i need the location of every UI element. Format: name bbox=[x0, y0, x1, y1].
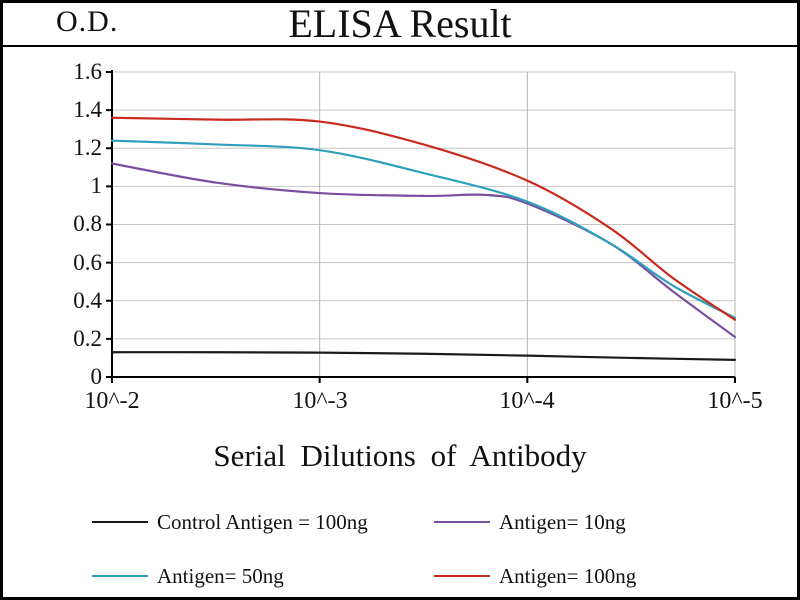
x-axis-title: Serial Dilutions of Antibody bbox=[213, 438, 587, 473]
legend-item-label: Control Antigen = 100ng bbox=[157, 509, 368, 534]
legend-item: Antigen= 50ng bbox=[92, 563, 284, 589]
legend-line-antigen-10ng bbox=[434, 521, 490, 523]
y-axis-tick-label: 1 bbox=[90, 173, 103, 198]
y-axis-tick-label: 0.2 bbox=[73, 326, 102, 351]
y-axis-tick-label: 0.6 bbox=[73, 250, 102, 275]
x-axis-tick-label: 10^-5 bbox=[707, 388, 763, 414]
y-axis-tick-label: 1.2 bbox=[73, 135, 102, 160]
y-axis-tick-label: 1.6 bbox=[73, 59, 102, 84]
y-axis-title: O.D. bbox=[56, 5, 119, 38]
y-axis-tick-label: 1.4 bbox=[73, 97, 102, 122]
legend-line-antigen-50ng bbox=[92, 575, 148, 577]
title-divider bbox=[0, 45, 800, 47]
x-axis-tick-label: 10^-3 bbox=[292, 388, 348, 414]
x-axis-tick-label: 10^-2 bbox=[84, 388, 140, 414]
legend-item-label: Antigen= 50ng bbox=[157, 563, 284, 588]
legend-line-antigen-100ng bbox=[434, 575, 490, 577]
y-axis-tick-label: 0.4 bbox=[73, 288, 102, 313]
y-axis-tick-label: 0.8 bbox=[73, 211, 102, 236]
legend-item-label: Antigen= 10ng bbox=[499, 509, 626, 534]
legend-item: Control Antigen = 100ng bbox=[92, 509, 368, 535]
chart-title: ELISA Result bbox=[288, 1, 512, 46]
legend-item-label: Antigen= 100ng bbox=[499, 563, 637, 588]
y-axis-tick-label: 0 bbox=[90, 364, 103, 389]
legend-line-control-antigen-100ng bbox=[92, 521, 148, 523]
x-axis-tick-label: 10^-4 bbox=[499, 388, 555, 414]
legend-item: Antigen= 100ng bbox=[434, 563, 636, 589]
legend-item: Antigen= 10ng bbox=[434, 509, 626, 535]
